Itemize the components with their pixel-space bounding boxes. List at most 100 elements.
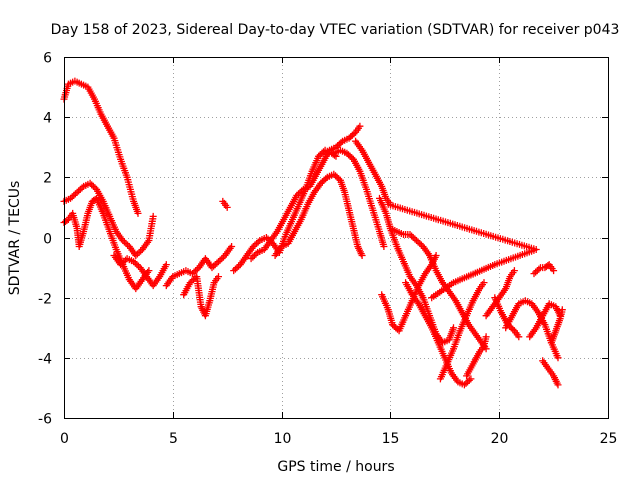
data-point [133, 261, 141, 269]
data-point [145, 267, 153, 275]
y-tick-label: -2 [38, 292, 52, 308]
data-point [190, 276, 197, 284]
data-point [465, 376, 473, 384]
data-point [215, 273, 222, 281]
series-track-b [60, 194, 153, 293]
series-track-m [376, 194, 457, 347]
data-point [315, 152, 323, 160]
series-track-c [60, 179, 157, 259]
series-track-q [436, 279, 488, 383]
data-point [250, 252, 258, 259]
data-point [208, 264, 216, 272]
data-point [558, 306, 566, 314]
data-point [408, 232, 416, 240]
data-point [335, 140, 343, 148]
series-track-x [539, 357, 562, 389]
data-point [345, 151, 352, 159]
data-point [228, 243, 236, 250]
series-track-j [271, 170, 366, 259]
data-point [406, 231, 414, 238]
data-point [350, 130, 358, 138]
data-point [356, 122, 364, 130]
data-point [296, 188, 304, 196]
data-point [86, 179, 94, 187]
data-point [249, 253, 257, 261]
data-point [135, 249, 143, 256]
data-point [515, 333, 523, 341]
series-track-v [526, 300, 564, 341]
data-point [380, 243, 388, 250]
x-axis-label: GPS time / hours [277, 459, 394, 475]
grid-lines [64, 57, 608, 418]
data-point [343, 149, 351, 157]
data-point [554, 354, 562, 362]
y-tick-label: 6 [43, 51, 52, 67]
data-point [132, 252, 140, 259]
data-point [122, 240, 130, 247]
data-point [149, 212, 157, 220]
y-tick-label: 0 [43, 232, 52, 248]
series-scattered [384, 200, 540, 302]
data-point [318, 178, 326, 186]
series-track-i [247, 122, 364, 263]
data-point [482, 333, 490, 341]
series-track-a [60, 77, 142, 217]
y-axis-label: SDTVAR / TECUs [7, 181, 23, 296]
series-track-w [530, 261, 558, 278]
data-point [262, 234, 270, 241]
data-point [119, 237, 127, 244]
data-point [134, 209, 142, 217]
data-point [411, 235, 419, 243]
data-point [480, 279, 488, 287]
series-track-k [330, 146, 388, 250]
data-point [188, 270, 196, 278]
data-point [254, 238, 262, 246]
data-point [218, 255, 226, 263]
data-point [75, 187, 83, 195]
data-point [215, 258, 222, 266]
data-point [337, 139, 345, 147]
series-track-r [463, 333, 490, 380]
data-point [460, 381, 468, 389]
series-track-t [491, 294, 523, 341]
x-tick-label: 5 [169, 431, 178, 447]
data-point [432, 252, 440, 259]
data-points [60, 77, 566, 389]
data-point [322, 175, 330, 183]
x-tick-label: 15 [382, 431, 400, 447]
data-point [550, 267, 558, 275]
y-tick-label: 2 [43, 171, 52, 187]
data-point [210, 262, 218, 270]
data-point [162, 261, 170, 269]
data-point [231, 265, 239, 273]
data-point [117, 261, 125, 269]
data-point [345, 134, 353, 142]
x-tick-label: 10 [274, 431, 292, 447]
data-point [533, 267, 541, 275]
data-point [190, 268, 198, 276]
data-point [70, 191, 78, 199]
data-point [358, 252, 366, 259]
data-point [509, 325, 517, 333]
chart-title: Day 158 of 2023, Sidereal Day-to-day VTE… [51, 22, 620, 38]
data-point [428, 294, 436, 302]
data-point [253, 240, 261, 247]
data-point [462, 379, 470, 387]
data-point [554, 381, 562, 389]
data-point [223, 203, 231, 211]
data-point [78, 184, 86, 192]
series-track-e [162, 243, 236, 290]
data-point [450, 324, 457, 332]
y-tick-label: 4 [43, 111, 52, 127]
data-point [233, 264, 241, 272]
data-point [510, 267, 518, 275]
data-point [389, 321, 397, 329]
series-track-y [547, 306, 566, 347]
x-tick-label: 0 [60, 431, 69, 447]
data-point [186, 279, 194, 287]
data-point [530, 270, 538, 278]
series-track-f [180, 273, 222, 320]
data-point [332, 172, 339, 180]
data-point [213, 259, 221, 267]
